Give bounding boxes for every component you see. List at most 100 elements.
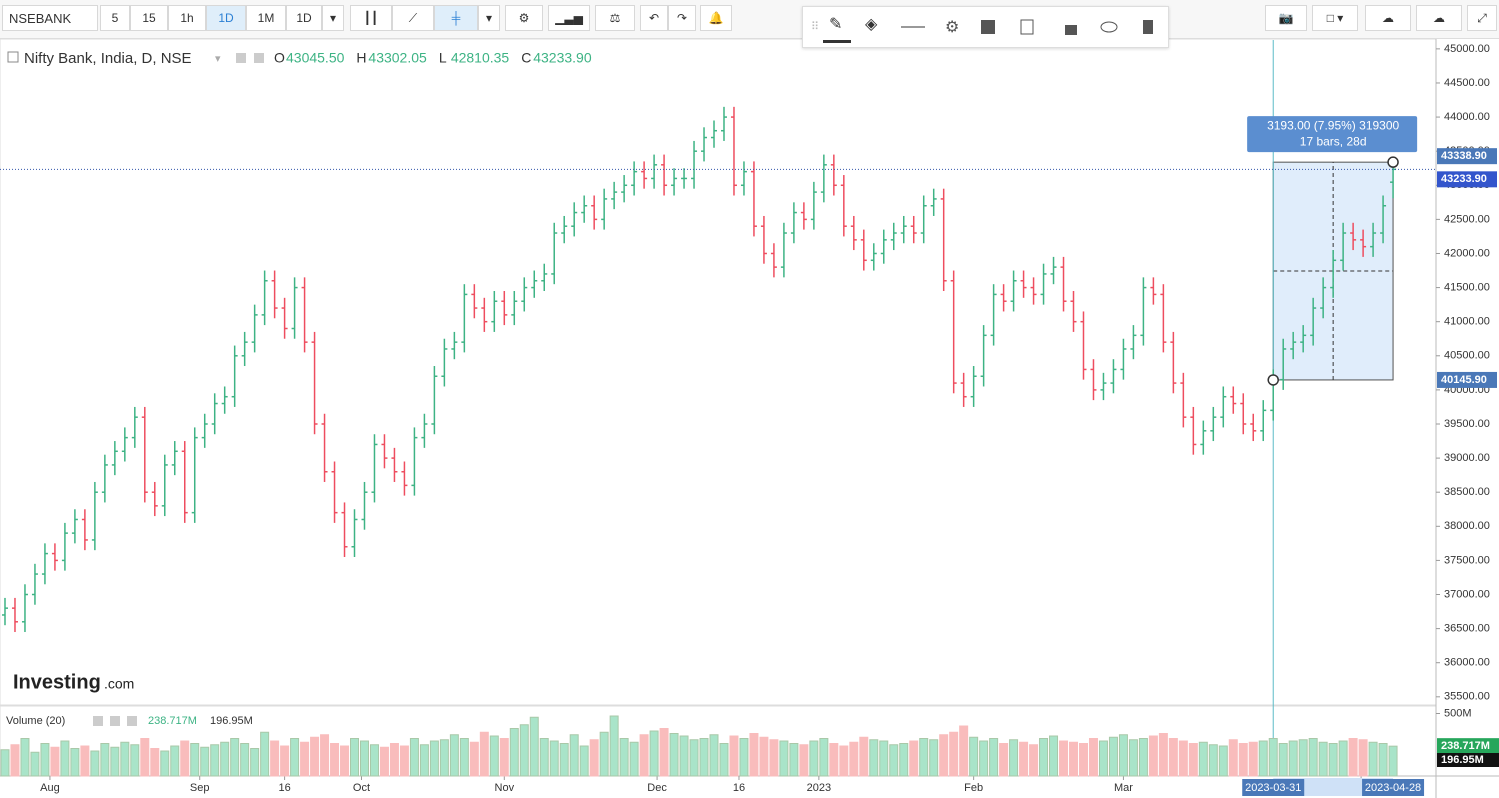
volume-bar (889, 744, 899, 777)
volume-bar (100, 743, 110, 777)
ohlc-bar (351, 509, 358, 557)
volume-bar (260, 731, 270, 777)
compare-button[interactable]: ⚖ (595, 5, 635, 31)
measure-handle[interactable] (1387, 156, 1399, 168)
settings-icon[interactable] (236, 53, 246, 63)
ohlc-bar (1160, 284, 1167, 353)
volume-close-icon[interactable] (127, 716, 137, 726)
volume-bar (1278, 743, 1288, 777)
chart-type-button[interactable]: ⟋ (392, 5, 434, 31)
line-color[interactable] (823, 40, 851, 43)
measure-handle[interactable] (1267, 374, 1279, 386)
visibility-icon[interactable] (981, 20, 995, 34)
volume-bar (669, 733, 679, 777)
ohlc-bar (491, 290, 498, 332)
ohlc-bar (930, 188, 937, 216)
ohlc-bar (1170, 331, 1177, 394)
y-tick-label: 39000.00 (1444, 452, 1490, 464)
ohlc-bar (301, 277, 308, 353)
last-price-tag: 43233.90 (1441, 173, 1487, 185)
interval-button[interactable]: 5 (100, 5, 130, 31)
symbol-input[interactable]: NSEBANK (2, 5, 98, 31)
volume-bar (849, 741, 859, 777)
settings-icon[interactable]: ⚙ (945, 19, 959, 36)
interval-button[interactable]: 1M (246, 5, 286, 31)
ohlc-bar (191, 427, 198, 523)
alert-button[interactable]: 🔔 (700, 5, 732, 31)
chart-type-button[interactable]: ┃┃ (350, 5, 392, 31)
volume-eye-icon[interactable] (93, 716, 103, 726)
ohlc-label: L (439, 50, 447, 66)
x-tick-label: 16 (278, 782, 290, 794)
y-tick-label: 44500.00 (1444, 77, 1490, 89)
ohlc-bar (980, 325, 987, 387)
volume-bar (379, 746, 389, 777)
ohlc-bar (161, 454, 168, 517)
volume-settings-icon[interactable] (110, 716, 120, 726)
volume-bar (439, 739, 449, 777)
volume-bar (389, 743, 399, 777)
toolbar: NSEBANK 5 15 1h 1D 1M 1D ▾ ┃┃ ⟋ ╪ ▾ ⚙ ▁▃… (0, 0, 1499, 39)
chart: 35500.00 36000.00 36500.00 37000.00 37500.00… (0, 38, 1499, 798)
collapse-icon[interactable] (7, 51, 19, 63)
measure-label-bg (1247, 116, 1418, 153)
drag-handle[interactable]: ⠿ (811, 21, 819, 33)
volume-bar (609, 715, 619, 777)
ohlc-bar (591, 195, 598, 230)
ohlc-bar (141, 406, 148, 503)
delete-icon[interactable] (1143, 20, 1153, 34)
fill-icon[interactable]: ◈ (865, 16, 878, 33)
interval-button[interactable]: 1h (168, 5, 206, 31)
ohlc-bar (740, 161, 747, 196)
volume-bar (1328, 743, 1338, 777)
indicators-button[interactable]: ▁▃▅ (548, 5, 590, 31)
volume-bar (909, 740, 919, 777)
ohlc-bar (750, 161, 757, 237)
clone-icon[interactable] (1020, 19, 1034, 35)
volume-bar (499, 738, 509, 777)
ohlc-bar (1120, 338, 1127, 380)
interval-button[interactable]: 15 (130, 5, 168, 31)
chart-type-button[interactable]: ╪ (434, 5, 478, 31)
ohlc-bar (1000, 284, 1007, 312)
volume-bar (999, 743, 1009, 777)
ohlc-bar (411, 427, 418, 496)
dropdown-button[interactable]: ▾ (478, 5, 500, 31)
close-icon[interactable] (254, 53, 264, 63)
ohlc-bar (91, 481, 98, 551)
dropdown-button[interactable]: ▾ (322, 5, 344, 31)
dropdown-icon[interactable]: ▾ (215, 53, 221, 65)
layout-button[interactable]: □ ▾ (1312, 5, 1358, 31)
ohlc-bar (501, 290, 508, 326)
ohlc-bar (1020, 270, 1027, 298)
ohlc-bar (790, 202, 797, 244)
settings-button[interactable]: ⚙ (505, 5, 543, 31)
volume-bar (749, 733, 759, 777)
undo-button[interactable]: ↶ (640, 5, 668, 31)
ohlc-bar (611, 181, 618, 210)
interval-button[interactable]: 1D (286, 5, 322, 31)
volume-bar (709, 734, 719, 777)
volume-bar (519, 724, 529, 777)
y-tick-label: 38000.00 (1444, 520, 1490, 532)
cloud-save-button[interactable]: ☁ (1416, 5, 1462, 31)
ohlc-value: 43045.50 (286, 50, 345, 66)
volume-bar (160, 750, 170, 777)
fullscreen-button[interactable]: ⤢ (1467, 5, 1497, 31)
x-tick-label: 2023 (807, 782, 831, 794)
ohlc-bar (1310, 297, 1317, 346)
volume-bar (1198, 741, 1208, 777)
eye-icon[interactable] (1100, 21, 1118, 33)
ohlc-bar (910, 215, 917, 244)
x-tick-label: Mar (1114, 782, 1133, 794)
snapshot-button[interactable]: 📷 (1265, 5, 1307, 31)
pencil-icon[interactable]: ✎ (829, 16, 842, 33)
redo-button[interactable]: ↷ (668, 5, 696, 31)
volume-bar (170, 745, 180, 777)
ohlc-bar (1090, 359, 1097, 401)
interval-button[interactable]: 1D (206, 5, 246, 31)
cloud-load-button[interactable]: ☁ (1365, 5, 1411, 31)
volume-bar (310, 736, 320, 777)
volume-bar (729, 735, 739, 777)
lock-icon[interactable] (1065, 25, 1077, 35)
